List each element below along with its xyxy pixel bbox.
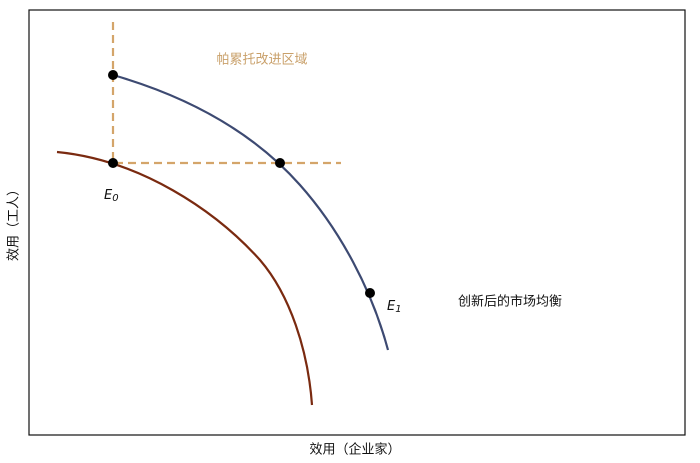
point	[275, 158, 285, 168]
pareto-dashed-lines	[111, 22, 341, 165]
new-frontier	[112, 73, 390, 351]
original-frontier	[56, 150, 314, 406]
y-axis-label: 效用（工人）	[7, 183, 22, 261]
point-label: E1	[387, 299, 402, 316]
point-letter: E	[104, 188, 113, 203]
point-letter: E	[387, 299, 396, 314]
point-subscript: 1	[395, 304, 401, 315]
point-label: E0	[104, 188, 119, 205]
point	[365, 288, 375, 298]
point	[108, 70, 118, 80]
curve-label: 创新后的市场均衡	[458, 294, 562, 310]
point-subscript: 0	[112, 193, 118, 204]
point	[108, 158, 118, 168]
region-label: 帕累托改进区域	[216, 53, 307, 68]
plot-frame	[28, 9, 686, 436]
x-axis-label: 效用（企业家）	[309, 442, 400, 458]
